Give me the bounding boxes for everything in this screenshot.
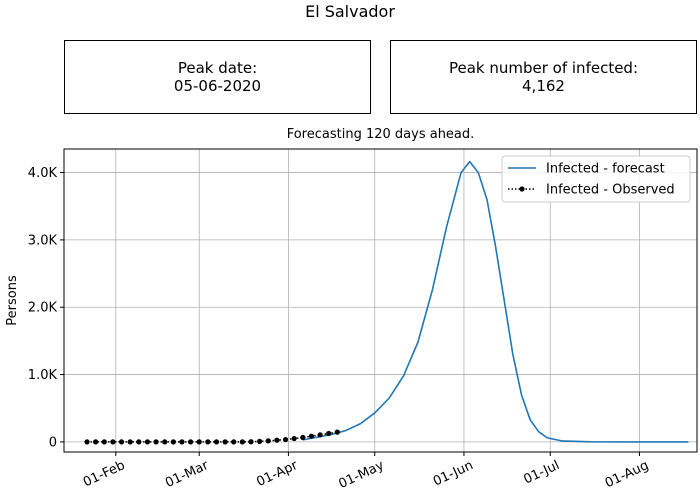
observed-point xyxy=(179,439,185,445)
observed-point xyxy=(308,433,315,439)
peak-date-label: Peak date: xyxy=(177,59,258,77)
y-tick-label: 3.0K xyxy=(28,233,58,248)
peak-infected-label: Peak number of infected: xyxy=(448,59,639,77)
legend-label-observed: Infected - Observed xyxy=(546,183,675,198)
legend-label-forecast: Infected - forecast xyxy=(546,162,665,177)
series-line-forecast xyxy=(302,160,689,443)
observed-point xyxy=(144,439,151,445)
observed-point xyxy=(300,434,306,441)
y-tick-label: 0 xyxy=(49,435,57,450)
observed-point xyxy=(265,438,271,444)
plot-frame xyxy=(63,148,698,453)
x-tick-label: 01-Feb xyxy=(81,458,127,490)
observed-point xyxy=(136,439,142,445)
y-tick-label: 1.0K xyxy=(28,368,58,383)
y-tick-label: 2.0K xyxy=(28,301,58,316)
x-tick-label: 01-Mar xyxy=(163,458,211,491)
y-tick-label: 4.0K xyxy=(28,166,58,181)
chart-title: El Salvador xyxy=(305,2,395,21)
observed-point xyxy=(291,435,297,442)
observed-point xyxy=(239,439,245,445)
observed-point xyxy=(222,439,228,445)
observed-point xyxy=(274,437,280,443)
legend-marker-observed xyxy=(519,186,525,192)
observed-point xyxy=(101,439,107,445)
peak-infected-box: Peak number of infected: 4,162 xyxy=(390,40,697,114)
observed-point xyxy=(118,439,125,445)
observed-point xyxy=(248,439,254,445)
observed-point xyxy=(326,430,332,437)
observed-point xyxy=(334,429,340,435)
peak-date-value: 05-06-2020 xyxy=(173,77,262,95)
x-tick-label: 01-Jun xyxy=(431,458,476,489)
observed-point xyxy=(205,439,211,445)
observed-point xyxy=(153,439,159,445)
observed-point xyxy=(93,439,99,445)
x-tick-label: 01-Aug xyxy=(603,458,651,491)
observed-point xyxy=(110,439,116,445)
observed-point xyxy=(257,438,263,444)
peak-infected-value: 4,162 xyxy=(522,77,565,95)
observed-point xyxy=(127,439,133,445)
x-tick-label: 01-May xyxy=(336,458,386,492)
peak-date-box: Peak date: 05-06-2020 xyxy=(64,40,371,114)
legend-box xyxy=(501,155,691,203)
x-tick-label: 01-Jul xyxy=(521,458,561,488)
observed-point xyxy=(188,439,194,445)
x-tick-label: 01-Apr xyxy=(254,458,300,490)
observed-point xyxy=(162,439,168,445)
observed-point xyxy=(84,439,90,445)
observed-point xyxy=(231,439,237,445)
series-line-observed xyxy=(87,431,338,443)
observed-point xyxy=(282,436,289,443)
y-axis-label: Persons xyxy=(5,275,20,326)
chart-subtitle: Forecasting 120 days ahead. xyxy=(286,127,475,142)
observed-point xyxy=(213,439,220,445)
observed-point xyxy=(170,439,176,445)
observed-point xyxy=(196,439,202,445)
legend: Infected - forecast Infected - Observed xyxy=(501,155,691,203)
observed-point xyxy=(317,432,323,438)
